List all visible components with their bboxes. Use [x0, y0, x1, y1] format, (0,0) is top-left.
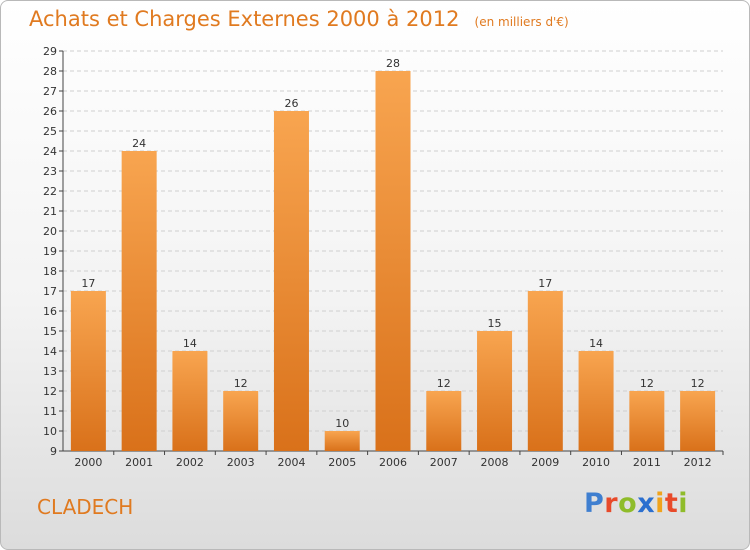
data-label: 12 — [640, 377, 654, 390]
x-tick-label: 2001 — [125, 456, 153, 469]
x-tick-label: 2009 — [531, 456, 559, 469]
bar — [527, 291, 563, 451]
logo-letter: x — [637, 488, 656, 519]
data-label: 12 — [234, 377, 248, 390]
y-tick-label: 22 — [43, 185, 57, 198]
logo-letter: P — [584, 488, 605, 519]
y-tick-label: 11 — [43, 405, 57, 418]
bar — [375, 71, 411, 451]
data-labels: 17 24 14 12 26 10 28 12 15 17 14 12 12 — [81, 57, 704, 430]
data-label: 24 — [132, 137, 146, 150]
y-tick-label: 29 — [43, 45, 57, 58]
bar — [273, 111, 309, 451]
bar — [629, 391, 665, 451]
bar — [324, 431, 360, 451]
commune-name: CLADECH — [37, 495, 134, 519]
logo-letter: o — [618, 488, 638, 519]
y-tick-label: 28 — [43, 65, 57, 78]
y-tick-label: 17 — [43, 285, 57, 298]
proxiti-logo[interactable]: Proxiti — [584, 488, 688, 519]
y-tick-label: 13 — [43, 365, 57, 378]
y-tick-label: 14 — [43, 345, 57, 358]
data-label: 14 — [183, 337, 197, 350]
y-tick-labels: 9 10 11 12 13 14 15 16 17 18 19 20 21 22 23 24 25 26 27 28 2… — [43, 45, 57, 458]
x-tick-label: 2005 — [328, 456, 356, 469]
chart-unit-note: (en milliers d'€) — [474, 15, 569, 29]
bar — [172, 351, 208, 451]
x-tick-label: 2003 — [227, 456, 255, 469]
y-tick-label: 18 — [43, 265, 57, 278]
logo-letter: i — [678, 488, 689, 519]
logo-letter: t — [664, 488, 679, 519]
y-tick-label: 16 — [43, 305, 57, 318]
y-tick-label: 23 — [43, 165, 57, 178]
logo-letter: r — [604, 488, 619, 519]
x-tick-label: 2012 — [684, 456, 712, 469]
bar — [223, 391, 259, 451]
x-tick-label: 2006 — [379, 456, 407, 469]
bar — [426, 391, 462, 451]
chart-title: Achats et Charges Externes 2000 à 2012 — [29, 7, 460, 31]
y-tick-label: 21 — [43, 205, 57, 218]
data-label: 17 — [81, 277, 95, 290]
x-tick-labels: 2000 2001 2002 2003 2004 2005 2006 2007 2008 2009… — [74, 456, 711, 469]
x-tick-label: 2011 — [633, 456, 661, 469]
x-tick-label: 2000 — [74, 456, 102, 469]
x-tick-label: 2004 — [277, 456, 305, 469]
y-tick-label: 24 — [43, 145, 57, 158]
y-tick-label: 15 — [43, 325, 57, 338]
x-tick-label: 2010 — [582, 456, 610, 469]
y-tick-label: 9 — [50, 445, 57, 458]
bar — [477, 331, 513, 451]
data-label: 28 — [386, 57, 400, 70]
y-tick-label: 12 — [43, 385, 57, 398]
data-label: 12 — [691, 377, 705, 390]
x-tick-label: 2002 — [176, 456, 204, 469]
x-tick-label: 2008 — [481, 456, 509, 469]
bar — [70, 291, 106, 451]
bars — [70, 71, 716, 451]
data-label: 17 — [538, 277, 552, 290]
y-tick-label: 26 — [43, 105, 57, 118]
y-tick-label: 27 — [43, 85, 57, 98]
logo-letter: i — [655, 488, 665, 519]
data-label: 10 — [335, 417, 349, 430]
y-tick-label: 19 — [43, 245, 57, 258]
bar — [121, 151, 157, 451]
bar — [680, 391, 716, 451]
y-tick-label: 20 — [43, 225, 57, 238]
data-label: 14 — [589, 337, 603, 350]
y-tick-label: 25 — [43, 125, 57, 138]
x-tick-label: 2007 — [430, 456, 458, 469]
bar — [578, 351, 614, 451]
data-label: 26 — [284, 97, 298, 110]
y-tick-label: 10 — [43, 425, 57, 438]
data-label: 15 — [488, 317, 502, 330]
data-label: 12 — [437, 377, 451, 390]
title-row: Achats et Charges Externes 2000 à 2012 (… — [29, 7, 569, 31]
